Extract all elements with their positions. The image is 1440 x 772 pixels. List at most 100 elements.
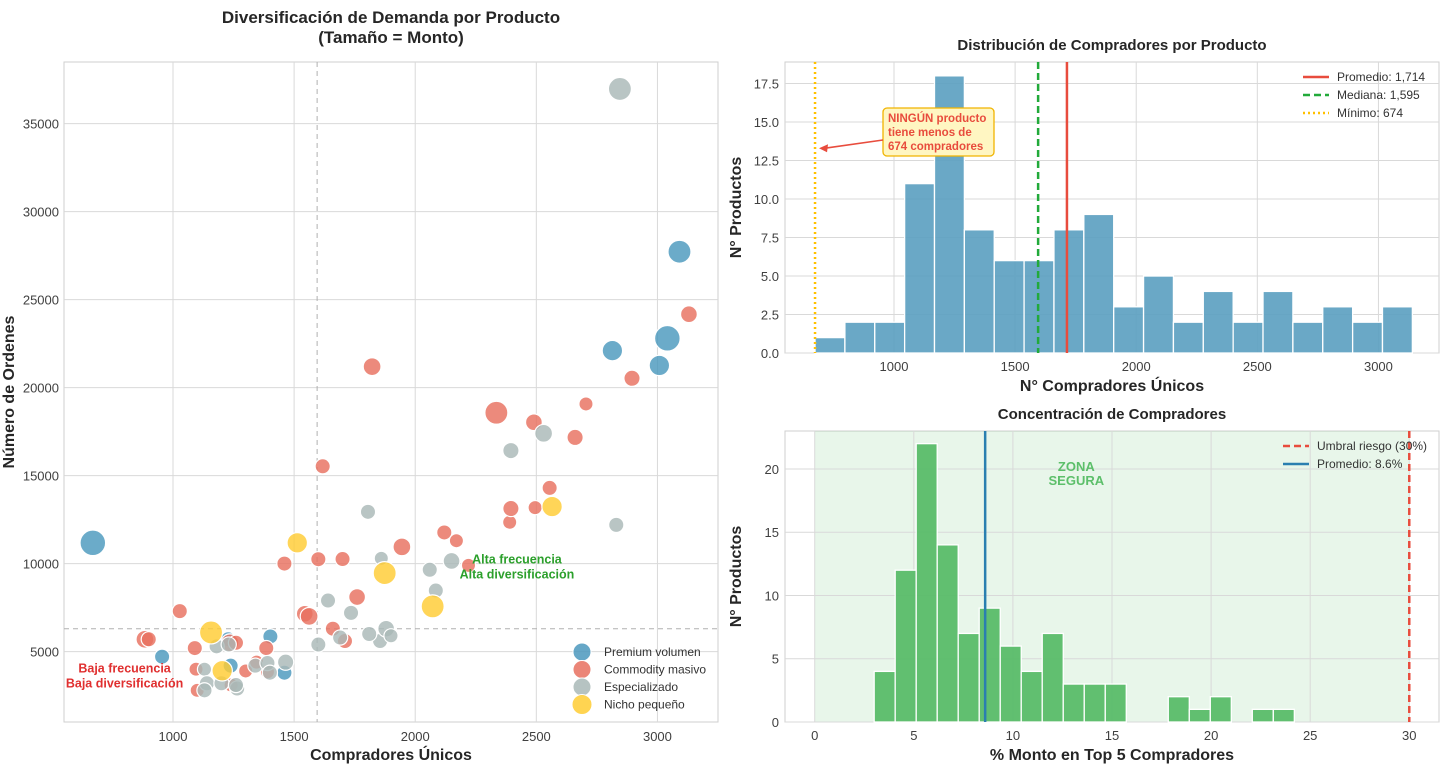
x-tick-label: 25 xyxy=(1303,728,1317,743)
safe-zone-label-line: SEGURA xyxy=(1049,473,1105,488)
histogram-bar xyxy=(1104,683,1127,723)
x-tick-label: 5 xyxy=(910,728,917,743)
chart-title: Distribución de Compradores por Producto xyxy=(957,37,1266,54)
legend: Umbral riesgo (30%) Promedio: 8.6% xyxy=(1283,439,1427,471)
histogram-bar xyxy=(1142,275,1175,354)
histogram-bar xyxy=(936,544,959,723)
high-quadrant-annotation: Alta frecuencia Alta diversificación xyxy=(460,553,575,582)
annotation-line: Alta diversificación xyxy=(460,568,575,582)
data-point xyxy=(227,676,245,694)
histogram-bar xyxy=(1083,213,1115,354)
histogram-bar xyxy=(814,336,846,354)
y-tick-label: 5 xyxy=(772,652,779,667)
buyers-histogram: 1000 1500 2000 2500 3000 0.0 2.5 5.0 7.5 10.0 12.5… xyxy=(728,37,1440,395)
y-tick-label: 15.0 xyxy=(754,115,779,130)
y-axis-label: N° Productos xyxy=(728,526,745,628)
x-tick-label: 15 xyxy=(1105,728,1119,743)
data-point xyxy=(653,324,681,352)
histogram-bar xyxy=(1041,632,1064,723)
data-point xyxy=(186,639,203,657)
y-tick-label: 0.0 xyxy=(761,346,779,361)
x-tick-label: 1500 xyxy=(1001,359,1030,374)
legend-label: Mínimo: 674 xyxy=(1337,106,1403,120)
y-tick-label: 15 xyxy=(765,525,779,540)
histogram-bar xyxy=(873,670,896,723)
histogram-bar xyxy=(1083,683,1106,723)
annotation-text: NINGÚN producto tiene menos de 674 comprad… xyxy=(888,112,986,153)
histogram-bar xyxy=(1351,321,1384,354)
chart-subtitle: (Tamaño = Monto) xyxy=(318,28,464,47)
histogram-bar xyxy=(1251,708,1274,723)
y-tick-label: 15000 xyxy=(23,469,59,484)
annotation-arrow xyxy=(824,139,884,150)
annotation-line: Alta frecuencia xyxy=(472,553,563,567)
legend-label: Commodity masivo xyxy=(604,663,706,677)
y-axis-label: Número de Ordenes xyxy=(1,315,18,468)
data-point xyxy=(359,503,377,521)
legend-label: Umbral riesgo (30%) xyxy=(1317,439,1427,453)
x-axis-label: Compradores Únicos xyxy=(310,745,472,764)
data-point xyxy=(502,441,520,460)
x-axis-label: % Monto en Top 5 Compradores xyxy=(990,747,1234,764)
x-tick-label: 2500 xyxy=(1243,359,1272,374)
histogram-bar xyxy=(963,229,995,354)
histogram-bar xyxy=(1172,321,1204,354)
data-point xyxy=(383,628,399,644)
legend-marker xyxy=(572,677,592,697)
data-point xyxy=(196,682,213,699)
y-tick-label: 25000 xyxy=(23,293,59,308)
y-tick-label: 2.5 xyxy=(761,308,779,323)
data-point xyxy=(436,524,453,541)
y-axis-label: N° Productos xyxy=(728,157,745,259)
data-point xyxy=(541,495,563,518)
histogram-bar xyxy=(1188,708,1211,723)
histogram-bar xyxy=(1209,696,1232,723)
histogram-bar xyxy=(903,182,936,354)
data-point xyxy=(420,594,445,619)
y-tick-label: 5.0 xyxy=(761,269,779,284)
y-tick-label: 17.5 xyxy=(754,77,779,92)
x-tick-label: 2500 xyxy=(522,729,551,744)
y-tick-label: 30000 xyxy=(23,205,59,220)
histogram-bar xyxy=(1232,321,1264,354)
legend: Promedio: 1,714 Mediana: 1,595 Mínimo: 674 xyxy=(1303,70,1425,120)
y-tick-label: 35000 xyxy=(23,117,59,132)
x-tick-label: 2000 xyxy=(401,729,430,744)
x-tick-label: 30 xyxy=(1402,728,1416,743)
histogram-bar xyxy=(1020,670,1043,723)
y-tick-label: 20000 xyxy=(23,381,59,396)
data-point xyxy=(361,625,378,643)
data-point xyxy=(460,557,477,574)
histogram-bar xyxy=(894,569,917,723)
scatter-chart: 1000 1500 2000 2500 3000 5000 10000 15000 20000 2… xyxy=(1,8,719,764)
safe-zone-label: ZONA SEGURA xyxy=(1049,459,1105,488)
data-point xyxy=(679,305,698,324)
x-tick-label: 3000 xyxy=(643,729,672,744)
legend-label: Premium volumen xyxy=(604,645,701,659)
data-point xyxy=(608,516,625,534)
data-point xyxy=(534,423,554,443)
y-tick-label: 10.0 xyxy=(754,192,779,207)
y-tick-label: 0 xyxy=(772,715,779,730)
annotation-line: Baja diversificación xyxy=(66,677,183,691)
data-point xyxy=(484,400,509,425)
x-tick-label: 0 xyxy=(811,728,818,743)
x-tick-label: 3000 xyxy=(1364,359,1393,374)
legend-label: Promedio: 1,714 xyxy=(1337,70,1425,84)
chart-title: Diversificación de Demanda por Producto xyxy=(222,8,560,27)
x-tick-label: 1500 xyxy=(280,729,309,744)
x-tick-label: 2000 xyxy=(1122,359,1151,374)
y-tick-label: 20 xyxy=(765,462,779,477)
data-point xyxy=(220,636,237,653)
x-axis-label: N° Compradores Únicos xyxy=(1020,376,1204,395)
data-point xyxy=(286,532,309,554)
safe-zone-label-line: ZONA xyxy=(1058,459,1095,474)
data-point xyxy=(527,499,543,516)
histogram-bar xyxy=(844,321,876,354)
y-tick-label: 7.5 xyxy=(761,231,779,246)
legend-label: Promedio: 8.6% xyxy=(1317,457,1403,471)
histogram-bar xyxy=(999,645,1022,723)
histogram-bar xyxy=(993,259,1025,354)
x-tick-label: 10 xyxy=(1006,728,1020,743)
data-point xyxy=(140,631,157,648)
